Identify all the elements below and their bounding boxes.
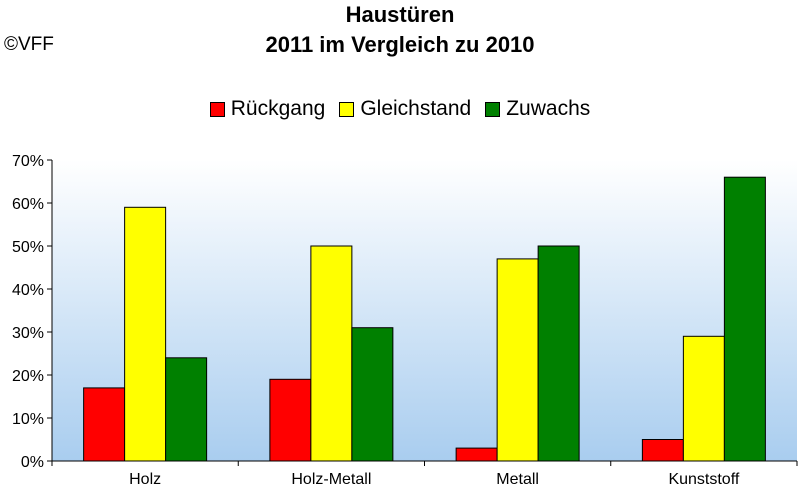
y-axis: 0% 10% 20% 30% 40% 50% 60% 70%	[12, 153, 53, 471]
bar	[351, 327, 394, 462]
y-tick-label: 40%	[12, 282, 44, 299]
legend-item-zuwachs: Zuwachs	[485, 97, 590, 121]
copyright-label: ©VFF	[4, 34, 54, 55]
legend-label-zuwachs: Zuwachs	[506, 97, 591, 120]
x-tick-label: Kunststoff	[668, 471, 739, 488]
legend: Rückgang Gleichstand Zuwachs	[0, 97, 800, 121]
x-tick-label: Holz	[129, 471, 161, 488]
legend-swatch-gleichstand	[339, 101, 355, 117]
y-tick-label: 0%	[21, 454, 44, 471]
bar	[124, 206, 167, 462]
bar	[310, 245, 353, 462]
y-tick-label: 60%	[12, 196, 44, 213]
legend-label-rueckgang: Rückgang	[230, 97, 326, 120]
y-tick-label: 70%	[12, 153, 44, 170]
chart-subtitle: 2011 im Vergleich zu 2010	[265, 32, 535, 57]
bar	[269, 378, 312, 462]
bars	[83, 176, 766, 462]
bar	[165, 357, 208, 462]
bar	[496, 258, 539, 462]
legend-swatch-zuwachs	[485, 101, 501, 117]
legend-swatch-rueckgang	[209, 101, 225, 117]
bar	[83, 387, 126, 462]
bar	[723, 176, 766, 462]
y-tick-label: 10%	[12, 411, 44, 428]
x-axis: Holz Holz-Metall Metall Kunststoff	[51, 460, 798, 488]
x-tick-label: Metall	[496, 471, 539, 488]
legend-item-gleichstand: Gleichstand	[339, 97, 471, 121]
bar	[641, 439, 684, 462]
legend-item-rueckgang: Rückgang	[209, 97, 326, 121]
x-tick-label: Holz-Metall	[291, 471, 371, 488]
bar	[682, 335, 725, 462]
y-tick-label: 30%	[12, 325, 44, 342]
legend-label-gleichstand: Gleichstand	[360, 97, 472, 120]
y-tick-label: 20%	[12, 368, 44, 385]
bar	[455, 447, 498, 462]
y-tick-label: 50%	[12, 239, 44, 256]
bar	[537, 245, 580, 462]
chart-title: Haustüren	[345, 2, 455, 27]
